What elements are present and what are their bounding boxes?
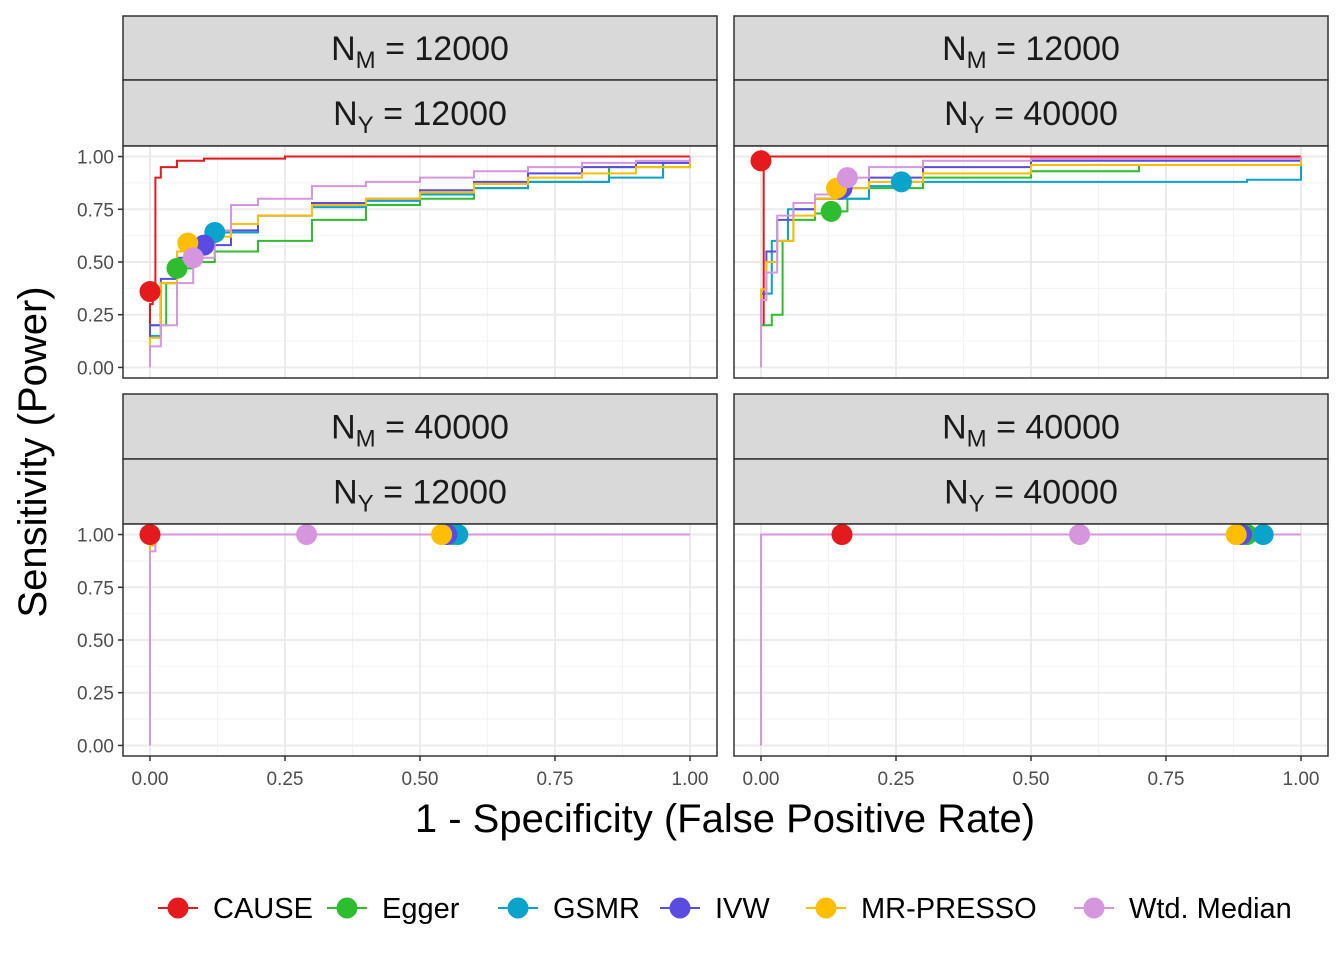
legend-key-point — [167, 897, 189, 919]
operating-point — [296, 524, 318, 546]
x-tick-label: 0.75 — [1148, 769, 1185, 790]
operating-point — [1225, 524, 1247, 546]
legend-key-point — [669, 897, 691, 919]
legend-item: IVW — [660, 893, 770, 925]
facet-panel: NM = 40000 NY = 40000 0.00 0.25 0.50 0.75 1.00 — [733, 393, 1329, 790]
strip-label: NM = 40000 — [331, 409, 509, 453]
strip-label: NY = 12000 — [333, 95, 507, 139]
x-tick-label: 0.25 — [878, 769, 915, 790]
roc-curve-wtd-median — [760, 533, 1301, 746]
facet-panels: NM = 12000 NY = 12000 0.00 0.25 0.50 0.75 1.00… — [77, 15, 1329, 790]
x-tick-label: 0.50 — [1013, 769, 1050, 790]
roc-curve-wtd-median — [149, 156, 691, 368]
operating-point — [836, 167, 858, 189]
roc-curve-wtd-median — [149, 533, 690, 746]
operating-point — [820, 200, 842, 222]
operating-point — [890, 171, 912, 193]
strip-label: NY = 40000 — [944, 95, 1118, 139]
legend-label: MR-PRESSO — [861, 893, 1037, 925]
strip-label: NM = 12000 — [331, 30, 509, 74]
legend-key-point — [336, 897, 358, 919]
legend-item: CAUSE — [158, 893, 313, 925]
legend: CAUSE Egger GSMR IVW MR-PRESSO Wtd. Median — [158, 893, 1292, 925]
y-tick-label: 0.50 — [77, 631, 114, 652]
operating-point — [1252, 524, 1274, 546]
legend-key-point — [815, 897, 837, 919]
y-tick-label: 0.75 — [77, 200, 114, 221]
legend-item: GSMR — [498, 893, 640, 925]
y-tick-label: 0.50 — [77, 253, 114, 274]
operating-point — [431, 524, 453, 546]
x-tick-label: 0.00 — [132, 769, 169, 790]
y-axis-title: Sensitivity (Power) — [11, 286, 55, 617]
x-tick-label: 0.25 — [267, 769, 304, 790]
strip-label: NM = 40000 — [942, 409, 1120, 453]
y-tick-label: 0.25 — [77, 306, 114, 327]
operating-point — [750, 150, 772, 172]
facet-strip — [733, 458, 1329, 525]
x-tick-label: 1.00 — [1283, 769, 1320, 790]
facet-strip — [733, 79, 1329, 147]
x-tick-label: 0.75 — [537, 769, 574, 790]
facet-panel: NM = 12000 NY = 40000 — [733, 15, 1329, 379]
operating-point — [182, 247, 204, 269]
facet-strip — [122, 79, 718, 147]
operating-point — [1069, 524, 1091, 546]
x-tick-label: 1.00 — [672, 769, 709, 790]
facet-panel: NM = 40000 NY = 12000 0.00 0.25 0.50 0.75 1.00… — [77, 393, 718, 790]
roc-curve-mr-presso — [760, 156, 1302, 368]
y-tick-label: 0.00 — [77, 358, 114, 379]
y-tick-label: 1.00 — [77, 148, 114, 169]
operating-point — [139, 281, 161, 303]
x-axis-title: 1 - Specificity (False Positive Rate) — [415, 797, 1035, 841]
legend-label: CAUSE — [213, 893, 313, 925]
operating-point — [166, 257, 188, 279]
legend-label: Wtd. Median — [1129, 893, 1292, 925]
legend-item: Egger — [327, 893, 460, 925]
x-tick-label: 0.50 — [402, 769, 439, 790]
strip-label: NY = 40000 — [944, 474, 1118, 518]
y-tick-label: 1.00 — [77, 526, 114, 547]
panel-border — [733, 145, 1329, 379]
legend-label: Egger — [382, 893, 460, 925]
facet-strip — [122, 458, 718, 525]
legend-item: Wtd. Median — [1074, 893, 1292, 925]
strip-label: NY = 12000 — [333, 474, 507, 518]
facet-strip — [122, 393, 718, 460]
facet-panel: NM = 12000 NY = 12000 0.00 0.25 0.50 0.75 1.00 — [77, 15, 718, 379]
y-tick-label: 0.00 — [77, 736, 114, 757]
legend-key-point — [1083, 897, 1105, 919]
facet-strip — [122, 15, 718, 81]
x-tick-label: 0.00 — [743, 769, 780, 790]
y-tick-label: 0.75 — [77, 578, 114, 599]
operating-point — [831, 524, 853, 546]
facet-strip — [733, 393, 1329, 460]
strip-label: NM = 12000 — [942, 30, 1120, 74]
legend-label: IVW — [715, 893, 770, 925]
legend-key-point — [507, 897, 529, 919]
operating-point — [139, 524, 161, 546]
legend-item: MR-PRESSO — [806, 893, 1037, 925]
roc-curve-mr-presso — [149, 156, 691, 368]
legend-label: GSMR — [553, 893, 640, 925]
y-tick-label: 0.25 — [77, 684, 114, 705]
